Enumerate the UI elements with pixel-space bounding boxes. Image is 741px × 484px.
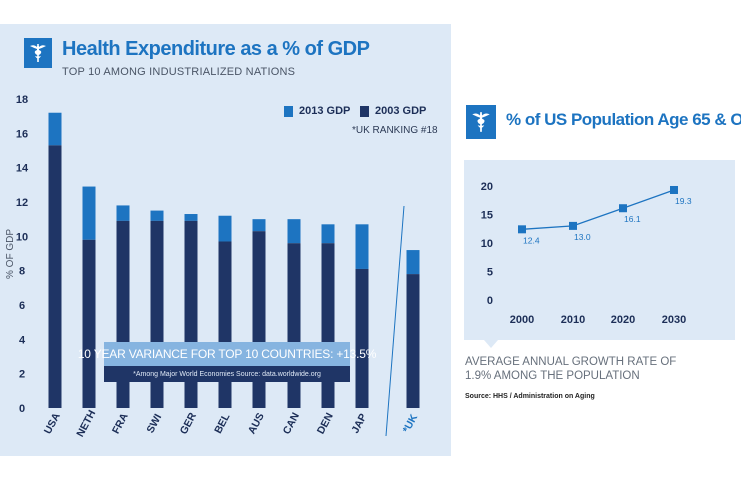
x-tick-label: DEN (315, 411, 336, 436)
y-tick-label: 6 (19, 300, 25, 312)
left-chart-subtitle: TOP 10 AMONG INDUSTRIALIZED NATIONS (62, 66, 296, 78)
health-expenditure-bar-chart: 0 2 4 6 8 10 12 14 16 18 % OF GDP USA NETH FRA SWI GER B… (5, 94, 421, 439)
bar-2013 (406, 250, 420, 275)
legend-2003: 2003 GDP (360, 105, 426, 117)
legend-swatch-2013 (284, 105, 293, 117)
variance-label: 10 YEAR VARIANCE FOR TOP 10 COUNTRIES: +… (78, 342, 376, 366)
bar-2003 (287, 243, 301, 408)
variance-source-note: *Among Major World Economies Source: dat… (104, 366, 350, 382)
bar-2013 (355, 224, 369, 269)
y-tick-label: 12 (16, 197, 28, 209)
y-tick-label: 10 (16, 231, 28, 243)
x-tick-label: USA (42, 411, 63, 437)
caduceus-icon (466, 105, 496, 139)
bar-2013 (116, 205, 130, 221)
y-tick-label: 16 (16, 128, 28, 140)
y-tick-label: 0 (19, 403, 25, 415)
bar-2013 (184, 214, 198, 221)
x-tick-label: SWI (144, 412, 164, 435)
y-tick-label: 18 (16, 94, 28, 106)
legend-label-2013: 2013 GDP (299, 105, 351, 117)
bar-2003 (82, 239, 96, 408)
legend-label-2003: 2003 GDP (375, 105, 427, 117)
uk-ranking-note: *UK RANKING #18 (352, 125, 438, 136)
y-tick-label: 14 (16, 163, 29, 175)
x-tick-label: JAP (349, 412, 369, 436)
bar-2013 (150, 210, 164, 221)
uk-separator-line (385, 205, 405, 437)
source-text: Source: HHS / Administration on Aging (465, 393, 595, 400)
legend-swatch-2003 (360, 105, 369, 117)
bar-2013 (48, 112, 62, 146)
bar-2003 (355, 268, 369, 408)
bar-2003 (321, 243, 335, 408)
bar-2013 (218, 215, 232, 242)
x-tick-label: BEL (212, 411, 233, 436)
caduceus-icon (24, 38, 52, 68)
left-chart-title: Health Expenditure as a % of GDP (62, 38, 370, 60)
callout-pointer (484, 340, 498, 348)
y-tick-label: 8 (19, 266, 25, 278)
y-axis-label: % OF GDP (5, 229, 16, 279)
right-chart-title: % of US Population Age 65 & Older (506, 110, 741, 129)
x-tick-label: AUS (246, 411, 267, 436)
bar-2013 (287, 219, 301, 244)
bar-2013 (82, 186, 96, 240)
growth-rate-text: AVERAGE ANNUAL GROWTH RATE OF 1.9% AMONG… (465, 356, 677, 382)
x-tick-label: *UK (401, 412, 421, 435)
x-tick-label: CAN (281, 411, 302, 437)
x-tick-label: GER (178, 410, 199, 436)
legend-2013: 2013 GDP (284, 105, 350, 117)
bar-2003 (406, 274, 420, 408)
bar-2003 (218, 241, 232, 408)
bar-2013 (252, 219, 266, 232)
x-tick-label: NETH (74, 408, 98, 439)
x-tick-label: FRA (110, 411, 131, 436)
bar-2003 (48, 145, 62, 408)
right-chart-panel (464, 160, 735, 340)
bar-2013 (321, 224, 335, 244)
y-tick-label: 4 (19, 334, 26, 346)
y-tick-label: 2 (19, 369, 25, 381)
